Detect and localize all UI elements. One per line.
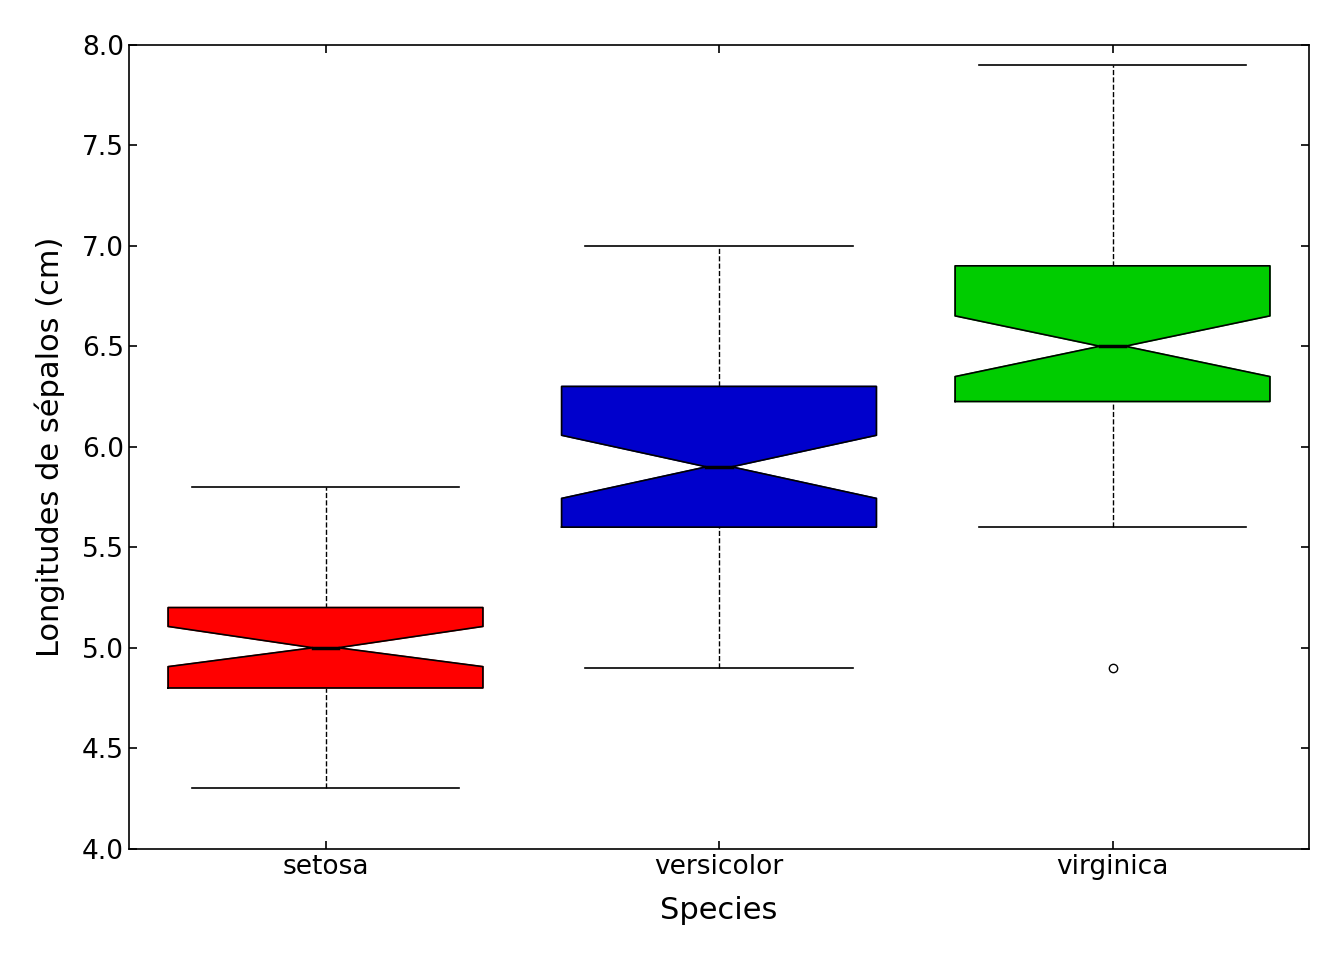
Y-axis label: Longitudes de sépalos (cm): Longitudes de sépalos (cm)	[35, 236, 66, 657]
Polygon shape	[168, 608, 482, 688]
X-axis label: Species: Species	[660, 897, 778, 925]
Polygon shape	[956, 266, 1270, 401]
Polygon shape	[562, 387, 876, 527]
